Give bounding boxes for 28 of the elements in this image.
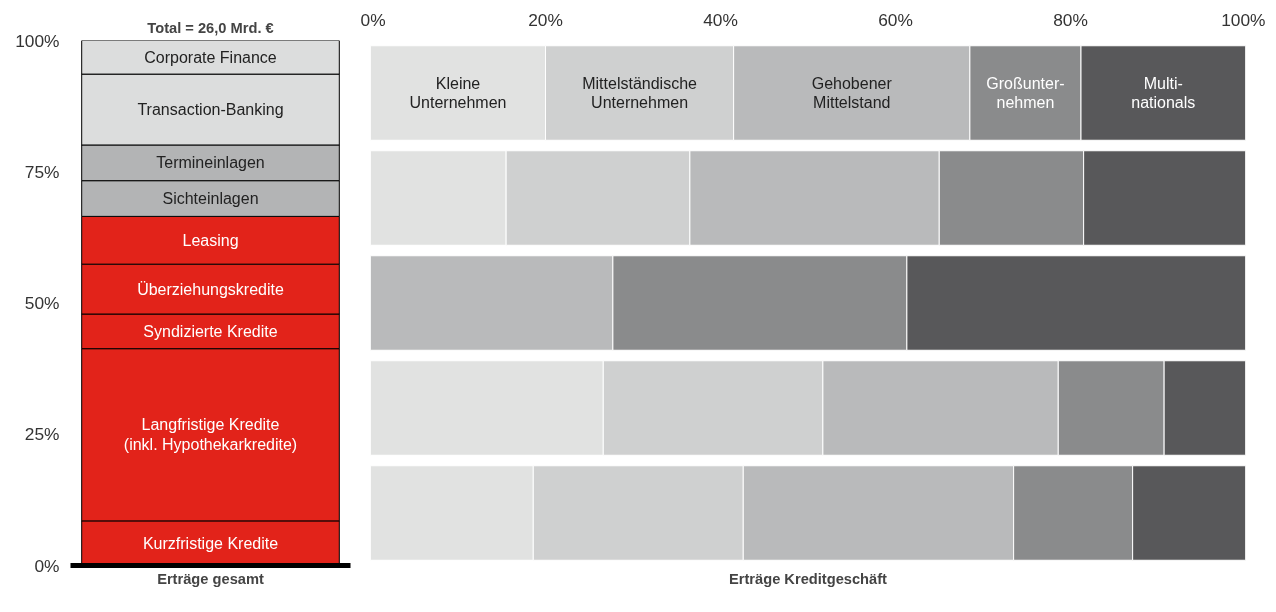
x-tick-label: 80% [1053, 9, 1088, 30]
x-axis-title: Erträge gesamt [157, 570, 264, 587]
series-label: Langfristige Kredite (inkl. Hypothekarkredite) [123, 416, 298, 454]
y-tick-label: 50% [24, 293, 60, 313]
series-label: Kleine Unternehmen [409, 75, 507, 111]
x-tick-label: 40% [703, 9, 738, 30]
x-tick-label: 20% [528, 9, 563, 30]
series-label: Gehobener Mittelstand [811, 75, 893, 111]
y-tick-label: 25% [24, 424, 60, 445]
y-tick-label: 100% [15, 30, 60, 51]
x-axis-title: Erträge Kreditgeschäft [729, 570, 888, 587]
series-label: Multi- nationals [1131, 75, 1196, 111]
series-label: Kurzfristige Kredite [142, 534, 279, 552]
series-label: Syndizierte Kredite [143, 322, 278, 340]
x-tick-label: 0% [360, 9, 386, 30]
series-label: Corporate Finance [144, 48, 277, 66]
y-tick-label: 0% [34, 555, 60, 576]
series-label: Sichteinlagen [162, 190, 259, 208]
x-tick-label: 100% [1221, 9, 1266, 30]
y-tick-label: 75% [24, 161, 60, 182]
series-label: Mittelständische Unternehmen [582, 75, 698, 111]
x-tick-label: 60% [878, 9, 913, 30]
series-label: Großunter- nehmen [986, 75, 1065, 111]
series-label: Überziehungskredite [137, 280, 284, 298]
series-label: Leasing [182, 231, 239, 249]
series-label: Transaction-Banking [137, 101, 284, 119]
series-label: Termineinlagen [156, 154, 265, 172]
chart-title: Total = 26,0 Mrd. € [147, 19, 274, 36]
